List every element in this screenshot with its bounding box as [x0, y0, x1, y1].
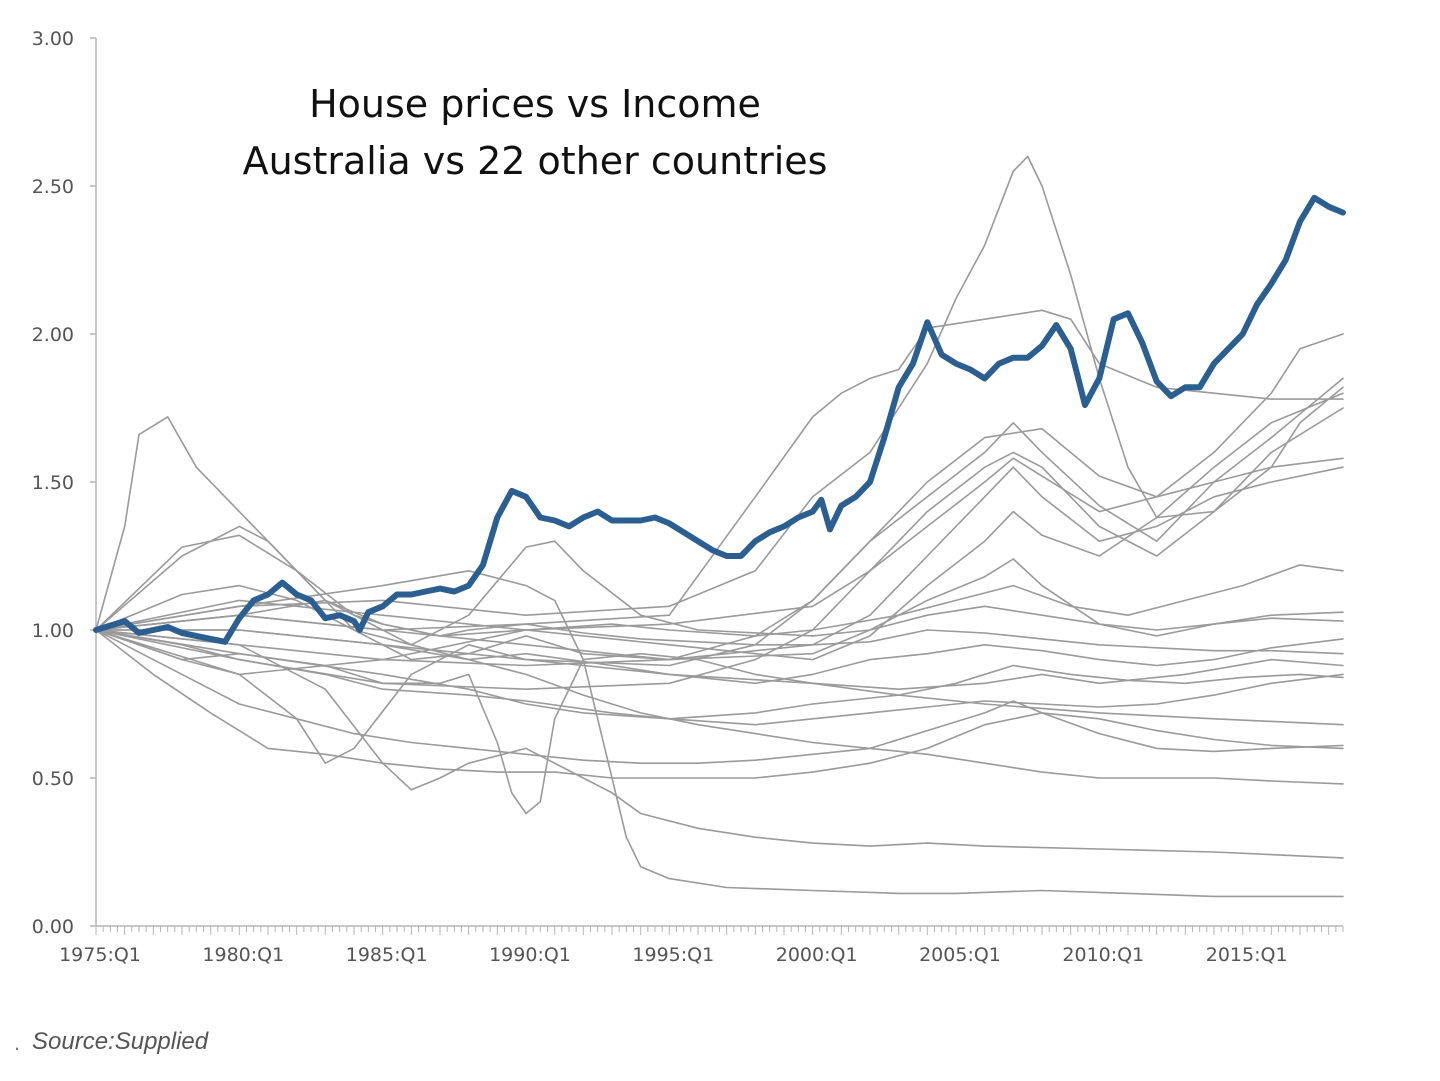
x-axis: 1975:Q1 1980:Q1 1985:Q1 1990:Q1 1995:Q1 2000:…: [59, 925, 1344, 966]
series-line-other-3: [95, 333, 1344, 667]
series-line-australia: [93, 194, 1346, 645]
source-bullet: .: [14, 1030, 21, 1055]
series-line-other-15: [95, 629, 1344, 859]
chart-title-line-1: House prices vs Income: [309, 82, 761, 126]
x-tick-label-2: 1985:Q1: [346, 944, 428, 966]
source-note: Source:Supplied: [32, 1028, 209, 1055]
series-line-other-6: [95, 457, 1344, 631]
chart-title-line-2: Australia vs 22 other countries: [243, 139, 828, 183]
y-tick-label-4: 2.00: [32, 324, 74, 346]
x-tick-label-6: 2005:Q1: [919, 944, 1001, 966]
series-line-other-5: [95, 407, 1344, 690]
series-line-other-18: [95, 629, 1344, 779]
y-tick-label-0: 0.00: [32, 916, 74, 938]
y-tick-label-6: 3.00: [32, 28, 74, 50]
series-line-other-19: [95, 629, 1344, 720]
x-tick-label-4: 1995:Q1: [632, 944, 714, 966]
series-line-other-4: [95, 377, 1344, 667]
series-line-other-1: [95, 155, 1344, 631]
series-line-other-16: [95, 584, 1344, 785]
x-tick-label-0: 1975:Q1: [59, 944, 141, 966]
y-tick-label-2: 1.00: [32, 620, 74, 642]
y-axis: 0.00 0.50 1.00 1.50 2.00 2.50 3.00: [32, 28, 97, 938]
x-tick-label-8: 2015:Q1: [1206, 944, 1288, 966]
series-line-other-21: [95, 629, 1344, 726]
x-tick-label-1: 1980:Q1: [202, 944, 284, 966]
series-group: [93, 155, 1346, 898]
y-tick-label-5: 2.50: [32, 176, 74, 198]
series-line-other-11: [95, 564, 1344, 637]
x-tick-label-3: 1990:Q1: [489, 944, 571, 966]
y-tick-label-1: 0.50: [32, 768, 74, 790]
series-line-other-8: [95, 392, 1344, 676]
series-line-other-7: [95, 466, 1344, 661]
x-tick-label-7: 2010:Q1: [1062, 944, 1144, 966]
series-line-other-10: [95, 534, 1344, 646]
series-line-other-14: [95, 570, 1344, 898]
series-line-other-17: [95, 629, 1344, 764]
series-line-other-20: [95, 629, 1344, 685]
series-line-other-2: [95, 309, 1344, 631]
x-tick-label-5: 2000:Q1: [776, 944, 858, 966]
y-tick-label-3: 1.50: [32, 472, 74, 494]
